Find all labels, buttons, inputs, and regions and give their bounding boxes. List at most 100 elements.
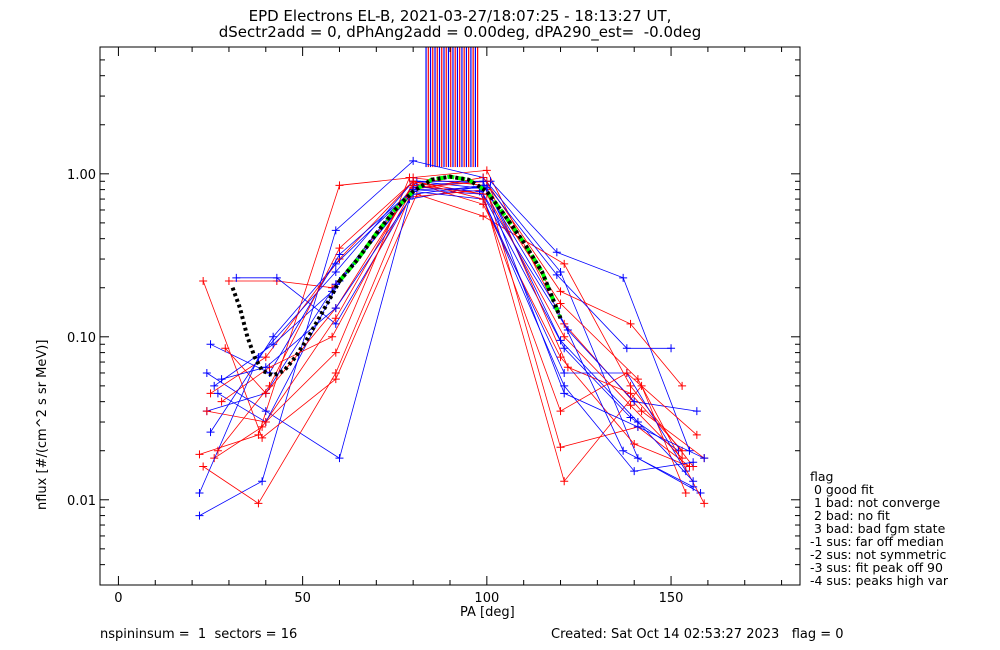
data-point [331, 348, 340, 357]
data-point [335, 181, 344, 190]
legend-item: -4 sus: peaks high var [810, 573, 949, 588]
data-point [331, 368, 340, 377]
data-point [633, 375, 642, 384]
data-point [556, 407, 565, 416]
data-point [331, 259, 340, 268]
y-tick-label: 0.10 [67, 331, 96, 346]
data-point [678, 454, 687, 463]
y-axis-label: nflux [#/(cm^2 s sr MeV)] [35, 339, 50, 510]
data-point [482, 166, 491, 175]
data-point [556, 299, 565, 308]
data-point [619, 273, 628, 282]
data-point [409, 156, 418, 165]
footer-left: nspininsum = 1 sectors = 16 [100, 627, 298, 642]
data-point [560, 344, 569, 353]
data-point [195, 489, 204, 498]
data-point [556, 287, 565, 296]
legend-item: -1 sus: far off median [810, 534, 944, 549]
data-point [195, 450, 204, 459]
data-point [630, 439, 639, 448]
data-point [626, 389, 635, 398]
series-line [210, 187, 694, 482]
data-point [479, 195, 488, 204]
data-point [692, 430, 701, 439]
data-point [331, 267, 340, 276]
data-point [692, 407, 701, 416]
data-point [254, 499, 263, 508]
data-point [622, 368, 631, 377]
series-line [217, 180, 698, 451]
plot-frame [99, 46, 801, 586]
data-point [556, 443, 565, 452]
series-line [199, 169, 705, 459]
data-point [261, 418, 270, 427]
data-point [667, 344, 676, 353]
data-point [258, 477, 267, 486]
data-point [409, 177, 418, 186]
data-point [269, 332, 278, 341]
series-line [221, 184, 694, 488]
data-point [195, 511, 204, 520]
data-point [206, 340, 215, 349]
series-line [217, 190, 694, 472]
data-point [206, 389, 215, 398]
data-point [261, 353, 270, 362]
chart-title-line1: EPD Electrons EL-B, 2021-03-27/18:07:25 … [248, 7, 672, 25]
series-line [202, 189, 690, 504]
y-tick-label: 1.00 [67, 168, 96, 183]
data-point [232, 273, 241, 282]
data-point [328, 332, 337, 341]
data-point [261, 363, 270, 372]
vertical-marker-lines [425, 47, 479, 168]
series-line [199, 180, 705, 494]
data-point [331, 226, 340, 235]
data-point [258, 433, 267, 442]
data-point [560, 477, 569, 486]
data-point [626, 401, 635, 410]
data-point [224, 276, 233, 285]
data-point [560, 259, 569, 268]
data-point [689, 458, 698, 467]
fit-curve [230, 280, 342, 378]
data-point [633, 418, 642, 427]
data-point [700, 454, 709, 463]
x-tick-label: 100 [474, 591, 499, 606]
data-point [210, 381, 219, 390]
data-point [213, 446, 222, 455]
legend-title: flag [810, 469, 834, 484]
data-point [626, 319, 635, 328]
series-line [213, 186, 687, 472]
data-point [637, 407, 646, 416]
data-point [206, 428, 215, 437]
data-point [689, 482, 698, 491]
data-point [630, 397, 639, 406]
data-point [700, 499, 709, 508]
data-point [563, 363, 572, 372]
x-tick-label: 150 [659, 591, 684, 606]
legend-item: 2 bad: no fit [810, 508, 890, 523]
series-line [206, 177, 705, 504]
y-tick-label: 0.01 [67, 494, 96, 509]
data-point [552, 248, 561, 257]
data-point [202, 368, 211, 377]
data-point [556, 336, 565, 345]
data-point [552, 270, 561, 279]
data-point [258, 422, 267, 431]
axes: 0 50 100 150 0.01 0.10 1.00 [67, 46, 801, 606]
data-point [221, 344, 230, 353]
data-point [199, 462, 208, 471]
data-point [681, 489, 690, 498]
x-tick-label: 50 [294, 591, 311, 606]
series-line [210, 180, 687, 494]
footer-right: Created: Sat Oct 14 02:53:27 2023 flag =… [551, 627, 844, 642]
series-line [236, 184, 672, 349]
data-point [560, 389, 569, 398]
data-point [261, 407, 270, 416]
series-line [228, 177, 683, 387]
data-point [272, 273, 281, 282]
fit-curves [230, 174, 563, 378]
data-point [630, 467, 639, 476]
x-tick-label: 0 [114, 591, 122, 606]
data-point [685, 446, 694, 455]
